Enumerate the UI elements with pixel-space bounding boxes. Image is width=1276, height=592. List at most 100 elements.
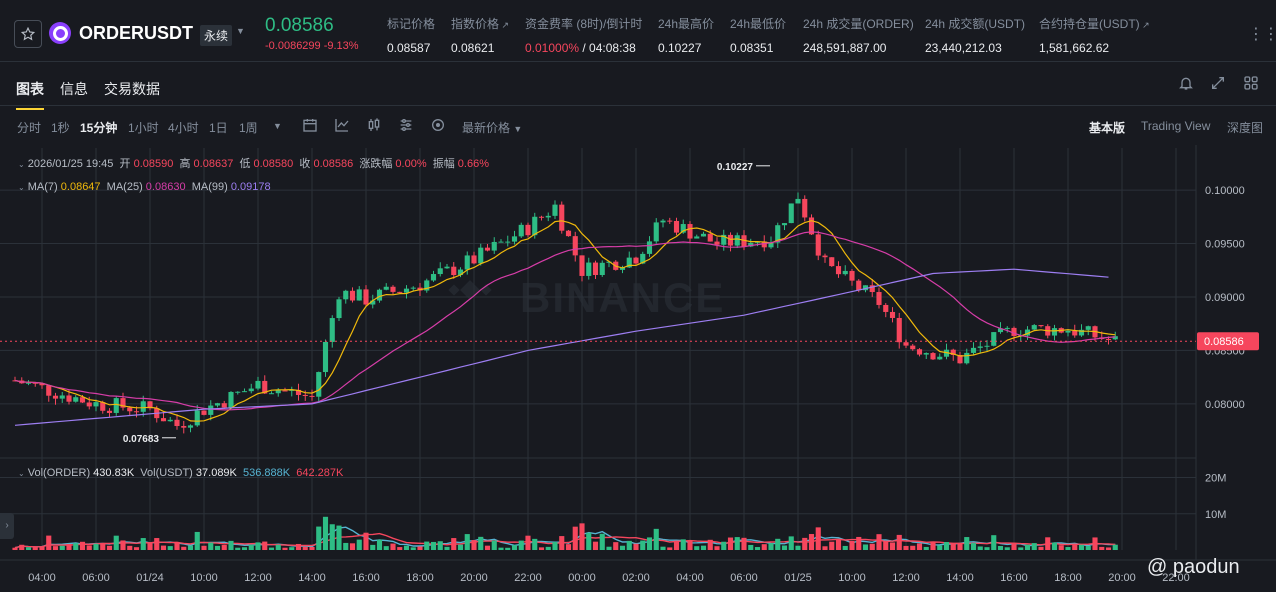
volume-bar — [154, 538, 160, 550]
expand-icon[interactable] — [1210, 75, 1228, 93]
candle-body — [511, 236, 518, 242]
timeframe-4h[interactable]: 4小时 — [168, 121, 199, 135]
volume-bar — [73, 543, 79, 550]
volume-bar — [910, 545, 916, 550]
timeframe-1s[interactable]: 1秒 — [51, 121, 70, 135]
timeframe-dropdown-icon[interactable]: ▼ — [273, 121, 282, 131]
volume-bar — [1085, 546, 1091, 550]
stat-open-interest[interactable]: 合约持仓量(USDT) ↗ 1,581,662.62 — [1039, 15, 1150, 55]
chart-area[interactable]: BINANCE 0.10000 0.09500 0.09000 0.08500 0.08… — [0, 145, 1276, 592]
volume-bar — [444, 546, 450, 550]
volume-bar — [133, 547, 140, 550]
volume-bar — [903, 545, 909, 550]
volume-bar — [437, 541, 443, 550]
volume-bar — [39, 546, 45, 550]
candle-body — [268, 393, 275, 395]
volume-bar — [667, 547, 673, 550]
volume-bar — [552, 542, 558, 550]
indicator-line-icon[interactable] — [334, 117, 350, 133]
binance-watermark: BINANCE — [448, 274, 725, 321]
tab-trading-data[interactable]: 交易数据 — [104, 81, 160, 97]
volume-bar — [707, 539, 713, 550]
volume-bar — [424, 541, 430, 550]
svg-text:BINANCE: BINANCE — [520, 274, 725, 321]
target-icon[interactable] — [430, 117, 446, 133]
calendar-icon[interactable] — [302, 117, 318, 133]
low-annotation: 0.07683 — [123, 434, 160, 445]
volume-bar — [464, 534, 470, 550]
favorite-star-button[interactable] — [14, 20, 42, 48]
more-dots-icon[interactable]: ⋮⋮⋮ — [1248, 26, 1276, 43]
volume-bar — [862, 544, 869, 550]
external-link-icon[interactable]: ↗ — [499, 20, 510, 30]
candle-body — [734, 235, 740, 246]
external-link-icon[interactable]: ↗ — [1139, 20, 1150, 30]
volume-bar — [1031, 543, 1037, 550]
time-tick-label: 04:00 — [28, 572, 56, 584]
tab-chart[interactable]: 图表 — [16, 81, 44, 110]
candle-body — [1024, 329, 1031, 336]
chevron-down-icon[interactable]: ▼ — [236, 26, 245, 36]
view-basic[interactable]: 基本版 — [1089, 121, 1126, 135]
timeframe-line[interactable]: 分时 — [17, 121, 42, 135]
symbol-name[interactable]: ORDERUSDT — [79, 23, 194, 43]
volume-bar — [275, 544, 281, 550]
view-depth[interactable]: 深度图 — [1227, 121, 1264, 135]
layout-grid-icon[interactable] — [1243, 75, 1261, 93]
stat-24h-high: 24h最高价 0.10227 — [658, 15, 714, 55]
volume-bar — [160, 545, 167, 550]
candle-body — [727, 234, 734, 246]
chevron-down-icon: ▼ — [513, 124, 523, 134]
volume-bar — [417, 546, 423, 550]
timeframe-1d[interactable]: 1日 — [209, 121, 228, 135]
candle-body — [964, 352, 970, 364]
candle-body — [842, 270, 848, 275]
volume-bar — [916, 543, 923, 550]
timeframe-15m[interactable]: 15分钟 — [80, 121, 118, 135]
volume-bar — [113, 535, 119, 550]
settings-sliders-icon[interactable] — [398, 117, 414, 133]
candle-body — [667, 220, 673, 222]
candle-body — [248, 388, 254, 392]
bell-icon[interactable] — [1178, 75, 1196, 93]
candle-body — [241, 391, 248, 393]
collapse-chevron-icon[interactable]: ⌄ — [18, 469, 25, 478]
stat-index-price[interactable]: 指数价格 ↗ 0.08621 — [451, 15, 509, 55]
volume-bar — [181, 546, 187, 550]
expand-panel-chevron-icon[interactable]: › — [0, 513, 14, 539]
volume-bar — [316, 526, 322, 550]
time-tick-label: 20:00 — [1108, 572, 1136, 584]
volume-bar — [302, 546, 308, 550]
volume-bar — [957, 543, 963, 550]
volume-bar — [1024, 544, 1031, 550]
volume-bar — [390, 543, 396, 550]
candle-body — [572, 236, 578, 256]
candle-body — [835, 266, 842, 275]
collapse-chevron-icon[interactable]: ⌄ — [18, 160, 25, 169]
timeframe-1w[interactable]: 1周 — [239, 121, 258, 135]
collapse-chevron-icon[interactable]: ⌄ — [18, 183, 25, 192]
volume-bar — [410, 547, 416, 550]
candle-body — [120, 398, 126, 408]
volume-bar — [741, 537, 747, 550]
view-tradingview[interactable]: Trading View — [1141, 119, 1211, 133]
tab-info[interactable]: 信息 — [60, 81, 88, 97]
time-tick-label: 00:00 — [568, 572, 596, 584]
volume-bar — [12, 547, 18, 550]
volume-bar — [1045, 537, 1051, 550]
candle-body — [802, 198, 808, 218]
candle-style-icon[interactable] — [366, 117, 382, 133]
price-type-select[interactable]: 最新价格 ▼ — [462, 119, 522, 136]
volume-bar — [822, 546, 828, 550]
candle-body — [133, 411, 140, 413]
candle-body — [66, 395, 72, 402]
volume-bar — [46, 535, 52, 550]
candle-body — [552, 204, 558, 216]
volume-bar — [1065, 547, 1071, 550]
volume-bar — [397, 547, 403, 550]
volume-bar — [1058, 545, 1064, 550]
candle-body — [916, 349, 923, 355]
volume-bar — [937, 545, 943, 550]
timeframe-1h[interactable]: 1小时 — [128, 121, 159, 135]
candlestick-chart[interactable]: BINANCE 0.100000.095000.090000.085000.08… — [0, 145, 1276, 592]
